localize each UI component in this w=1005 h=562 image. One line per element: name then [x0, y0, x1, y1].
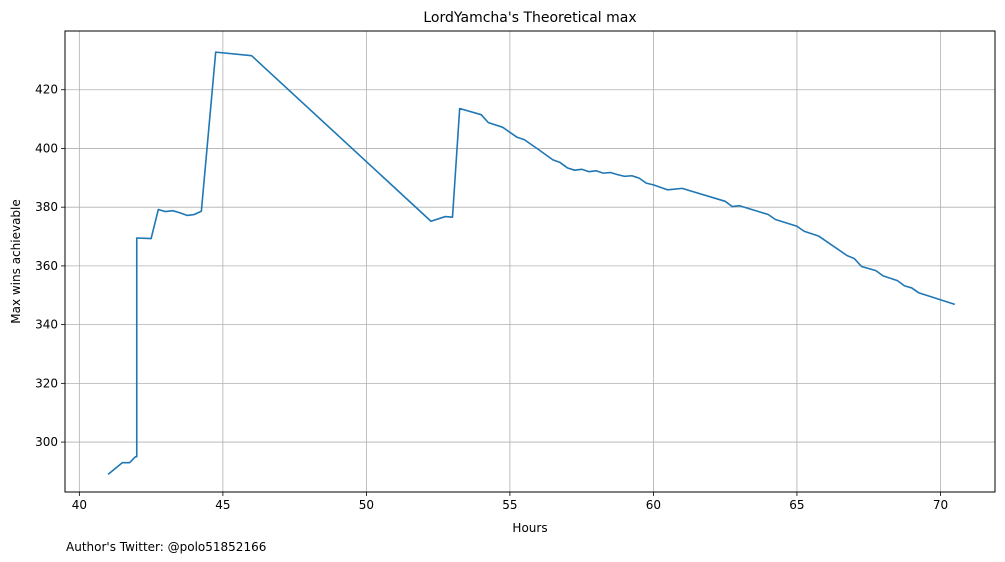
- series-layer: [107, 51, 956, 475]
- author-twitter-note: Author's Twitter: @polo51852166: [66, 540, 266, 554]
- x-tick-label: 45: [215, 498, 230, 512]
- x-tick-label: 55: [502, 498, 517, 512]
- series-line: [107, 51, 956, 475]
- y-axis-ticks: 300 320 340 360 380 400 420: [35, 83, 65, 449]
- plot-frame: [64, 30, 996, 493]
- x-axis-ticks: 40 45 50 55 60 65 70: [72, 492, 948, 512]
- x-tick-label: 70: [933, 498, 948, 512]
- y-tick-label: 360: [35, 259, 58, 273]
- x-tick-label: 65: [789, 498, 804, 512]
- x-axis-title: Hours: [512, 521, 547, 535]
- y-tick-label: 340: [35, 318, 58, 332]
- y-tick-label: 300: [35, 435, 58, 449]
- x-tick-label: 50: [359, 498, 374, 512]
- y-tick-label: 380: [35, 200, 58, 214]
- x-tick-label: 60: [646, 498, 661, 512]
- y-tick-label: 400: [35, 141, 58, 155]
- y-axis-title: Max wins achievable: [9, 199, 23, 324]
- y-tick-label: 320: [35, 376, 58, 390]
- x-tick-label: 40: [72, 498, 87, 512]
- y-tick-label: 420: [35, 83, 58, 97]
- chart-title: LordYamcha's Theoretical max: [423, 10, 636, 26]
- grid-lines: [65, 31, 995, 492]
